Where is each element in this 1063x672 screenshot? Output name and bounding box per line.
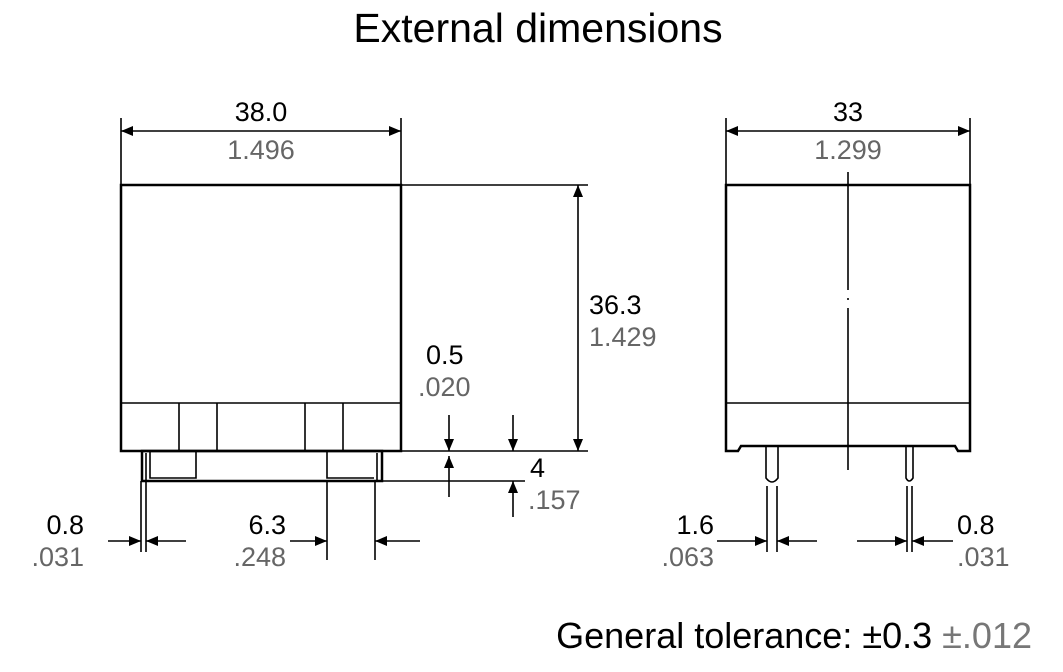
pin-thickness-in: .031 <box>31 542 84 572</box>
tolerance-mm: ±0.3 <box>862 615 932 656</box>
front-height-in: 1.429 <box>589 322 657 352</box>
side-view <box>724 172 972 552</box>
front-width-in: 1.496 <box>227 135 295 165</box>
drawing-title: External dimensions <box>353 5 722 51</box>
pad-width-mm: 6.3 <box>248 510 286 540</box>
side-pin-width-right-mm: 0.8 <box>957 510 995 540</box>
side-width-in: 1.299 <box>814 135 882 165</box>
side-pin-width-right-in: .031 <box>957 542 1010 572</box>
pad-width-in: .248 <box>233 542 286 572</box>
standoff-in: .020 <box>418 372 471 402</box>
tolerance-label: General tolerance: <box>556 615 852 656</box>
side-pin-width-left-mm: 1.6 <box>676 510 714 540</box>
front-width-mm: 38.0 <box>235 97 288 127</box>
front-view <box>119 183 403 560</box>
pin-length-in: .157 <box>528 485 581 515</box>
pin-length-mm: 4 <box>530 453 545 483</box>
standoff-mm: 0.5 <box>426 340 464 370</box>
pin-thickness-mm: 0.8 <box>46 510 84 540</box>
general-tolerance: General tolerance: ±0.3 ±.012 <box>556 615 1032 656</box>
front-height-mm: 36.3 <box>589 290 642 320</box>
side-pin-width-left-in: .063 <box>661 542 714 572</box>
tolerance-in: ±.012 <box>942 615 1032 656</box>
side-width-mm: 33 <box>833 97 863 127</box>
